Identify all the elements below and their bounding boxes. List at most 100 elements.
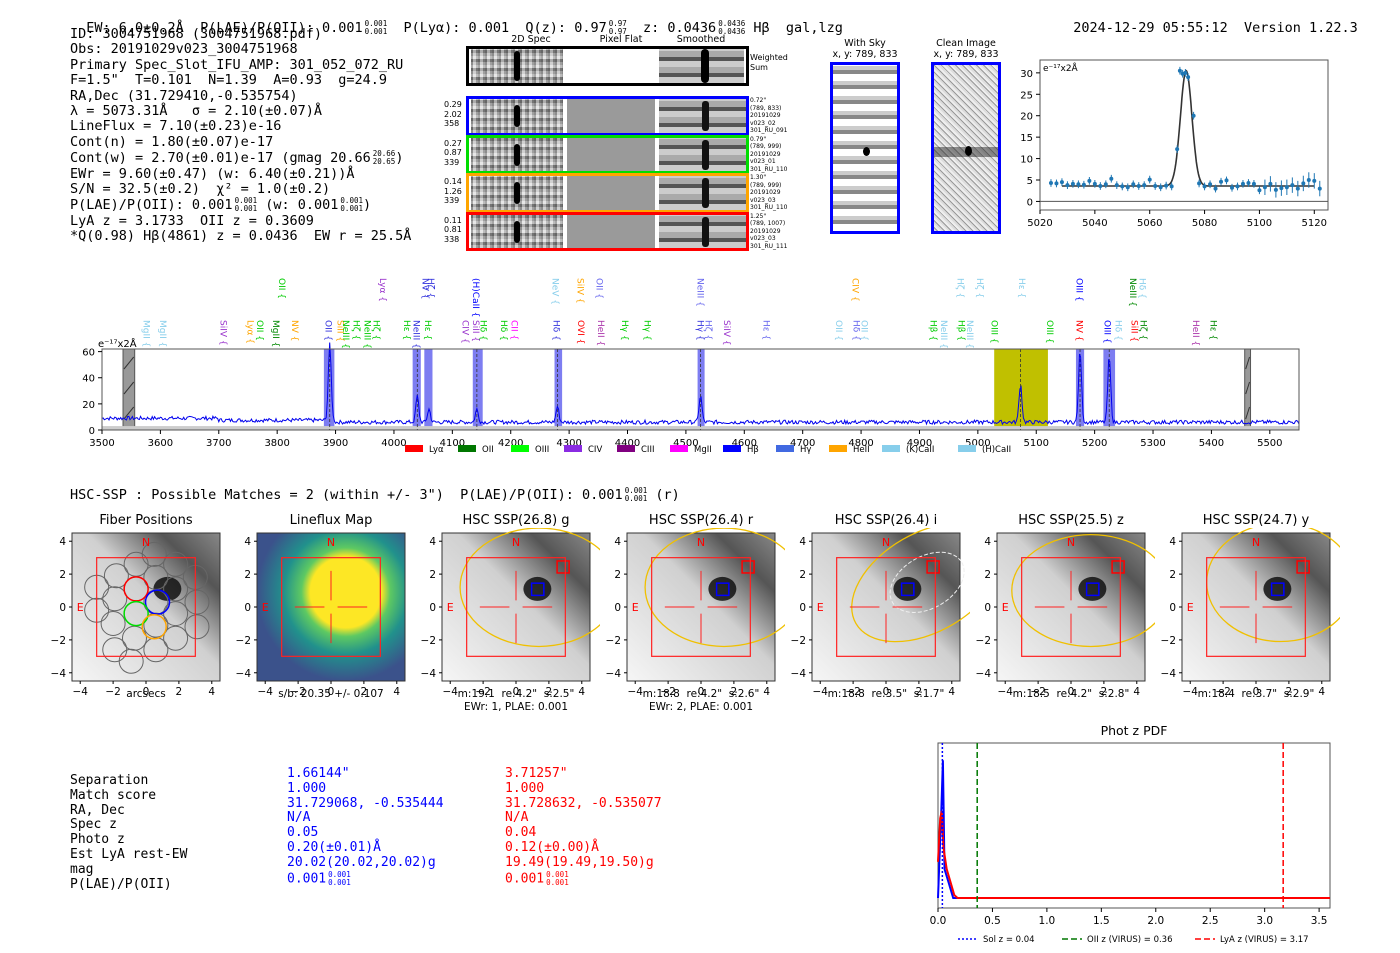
data-point bbox=[1262, 185, 1267, 190]
hsc-plae-lo: 0.001 bbox=[624, 494, 648, 503]
timestamp: 2024-12-29 05:55:12 bbox=[1073, 20, 1228, 36]
hsc-panel: N E 4 2 0 −2 −4 −4 −2 0 2 4 bbox=[606, 528, 785, 698]
line-label-text: Hδ { bbox=[550, 320, 560, 341]
match-blue-value: 20.02(20.02,20.02)g bbox=[287, 855, 444, 871]
match-row-label: mag bbox=[70, 861, 94, 877]
spec2d-panel: 2D Spec Pixel Flat Smoothed Weighted Sum… bbox=[444, 33, 796, 253]
match-red-value: 3.71257" bbox=[505, 766, 662, 782]
cutout-gap bbox=[563, 214, 567, 248]
fiber-highlight bbox=[123, 600, 149, 627]
fiber-circle bbox=[163, 625, 189, 651]
full-spectrum-chart: 3500 3600 3700 3800 3900 4000 4100 4200 4300 4400… bbox=[82, 278, 1300, 455]
fiber-stamp-row bbox=[466, 134, 749, 174]
line-label-text: OII { bbox=[833, 320, 843, 341]
aperture-box bbox=[281, 557, 381, 657]
emission-blob bbox=[514, 51, 520, 81]
x-tick-label: 3800 bbox=[264, 438, 289, 449]
fiber-stats: 0.29 2.02 358 bbox=[444, 100, 462, 129]
line-label-text: Hζ { bbox=[974, 278, 984, 298]
fiber-info-line: 1.25" bbox=[750, 212, 767, 220]
aperture-box bbox=[1206, 557, 1306, 657]
y-tick-label: −4 bbox=[976, 668, 992, 680]
fiber-info-line: v023_03 bbox=[750, 235, 776, 242]
hatch bbox=[1245, 406, 1251, 420]
fiber-circle bbox=[184, 614, 210, 640]
fiber-stat: 358 bbox=[444, 119, 460, 128]
match-red-value: 31.728632, -0.535077 bbox=[505, 796, 662, 812]
line-label-text: OII { bbox=[594, 278, 604, 299]
match-plae-lo: 0.001 bbox=[546, 877, 569, 887]
line-id-lower: Hζ { bbox=[371, 320, 381, 340]
panel-title: HSC SSP(26.4) i bbox=[834, 513, 938, 528]
line-id-lower: SiII { bbox=[334, 320, 344, 342]
plae-b-lo: 0.001 bbox=[340, 204, 363, 214]
chart-title: Phot z PDF bbox=[1101, 723, 1168, 738]
x-tick-label: 4600 bbox=[732, 438, 757, 449]
y-tick-label: 15 bbox=[1020, 133, 1033, 144]
line-label-text: HeII { bbox=[1190, 320, 1200, 346]
line-id-lower: MgII { bbox=[270, 320, 280, 347]
line-id-upper: Hζ { bbox=[955, 278, 965, 298]
line-id-upper: OII { bbox=[594, 278, 604, 299]
aperture-ellipse bbox=[459, 528, 600, 648]
x-tick-label: 2 bbox=[731, 686, 738, 698]
fiber-info-line: 301_RU_110 bbox=[750, 165, 788, 173]
info-line: ID: 3004751968 (3004751968.pdf) bbox=[70, 26, 322, 42]
match-row-label: P(LAE)/P(OII) bbox=[70, 876, 172, 892]
header-summary: EW: 6.0±0.2Å P(LAE)/P(OII): 0.001 0.001 0.… bbox=[70, 4, 843, 37]
data-point bbox=[1109, 176, 1114, 181]
line-label-text: Hβ { bbox=[928, 320, 938, 341]
y-tick-label: −4 bbox=[791, 668, 807, 680]
data-point bbox=[1183, 70, 1188, 75]
y-tick-label: 0 bbox=[1027, 197, 1033, 208]
plae-a-lo: 0.001 bbox=[234, 204, 258, 214]
clean-image-cutout: Clean Image x, y: 789, 833 bbox=[931, 38, 1001, 234]
line-label-text: OIII { bbox=[1074, 278, 1084, 302]
y-tick-label: −4 bbox=[51, 668, 67, 680]
match-plae-range: 0.001 0.001 bbox=[328, 870, 351, 887]
fiber-info-line: v023_02 bbox=[750, 119, 776, 127]
aperture-box bbox=[651, 557, 751, 657]
y-tick-label: −2 bbox=[51, 635, 66, 647]
pixelflat-cutout bbox=[567, 176, 655, 210]
fiber-stat: 0.87 bbox=[444, 148, 462, 157]
line-label-text: MgII { bbox=[270, 320, 280, 347]
panel-image bbox=[256, 532, 406, 682]
cont-w-hi: 20.66 bbox=[372, 149, 396, 159]
data-point bbox=[1136, 184, 1141, 188]
east-label: E bbox=[632, 601, 639, 614]
x-tick-label: 4400 bbox=[615, 438, 640, 449]
line-label-text: Hδ { bbox=[851, 320, 861, 341]
line-id-lower: OII { bbox=[833, 320, 843, 341]
y-tick-label: 4 bbox=[244, 536, 251, 548]
pdf-curve bbox=[937, 810, 1330, 899]
plae-line: P(LAE)/P(OII): 0.001 0.001 0.001 (w: 0.001… bbox=[70, 197, 411, 213]
qz-lo: 0.97 bbox=[608, 27, 627, 36]
data-point bbox=[1087, 178, 1092, 183]
data-point bbox=[1251, 181, 1256, 186]
fiber-stat: 0.81 bbox=[444, 225, 462, 234]
x-tick-label: 5000 bbox=[965, 438, 990, 449]
line-id-lower: Hζ { bbox=[1137, 320, 1147, 340]
fiber-stamp-row bbox=[466, 96, 749, 136]
data-point bbox=[1197, 181, 1202, 186]
x-tick-label: −2 bbox=[475, 686, 490, 698]
legend-swatch bbox=[958, 445, 976, 452]
x-tick-label: 4200 bbox=[498, 438, 523, 449]
y-tick-label: 0 bbox=[614, 602, 621, 614]
legend-label: OII z (VIRUS) = 0.36 bbox=[1087, 935, 1173, 945]
match-red-value: 0.04 bbox=[505, 825, 662, 841]
x-tick-label: 0 bbox=[143, 686, 150, 698]
emission-blob bbox=[702, 216, 709, 247]
match-value-text: 0.20(±0.01)Å bbox=[287, 839, 381, 855]
data-point bbox=[1273, 187, 1278, 192]
y-tick-label: 4 bbox=[984, 536, 991, 548]
match-red-value: 0.001 0.001 0.001 bbox=[505, 870, 662, 887]
data-point bbox=[1312, 178, 1317, 183]
header-timestamp: 2024-12-29 05:55:12 Version 1.22.3 bbox=[1057, 4, 1358, 36]
data-point bbox=[1295, 186, 1300, 191]
x-tick-label: 2 bbox=[1101, 686, 1108, 698]
x-tick-label: 2 bbox=[1286, 686, 1293, 698]
line-id-upper: Hζ { bbox=[974, 278, 984, 298]
col-title-smoothed: Smoothed bbox=[676, 34, 726, 45]
